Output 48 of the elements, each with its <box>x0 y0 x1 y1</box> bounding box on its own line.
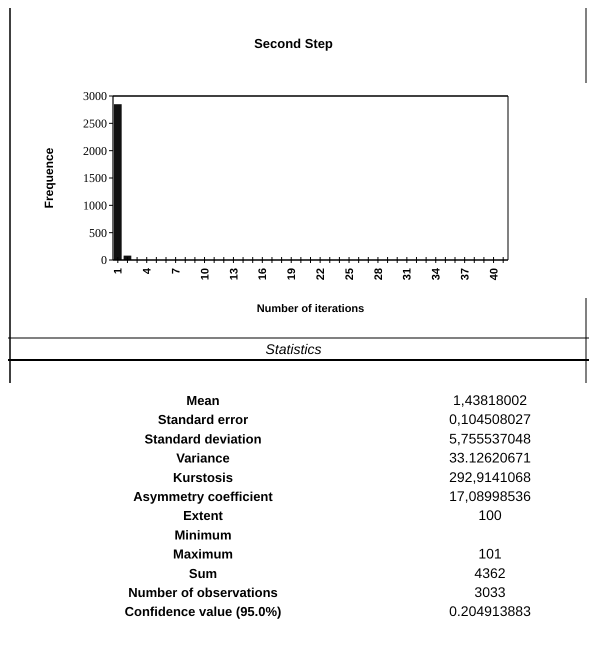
y-tick-label: 2000 <box>83 144 107 158</box>
text: Sum <box>188 566 218 581</box>
text: 0.204913883 <box>449 603 532 620</box>
text: 0,104508027 <box>449 411 532 428</box>
text: Standard deviation <box>144 431 262 446</box>
text: 292,9141068 <box>449 468 532 485</box>
x-tick-label: 16 <box>257 268 270 280</box>
y-tick-label: 1500 <box>83 171 107 186</box>
x-tick-label: 7 <box>170 268 182 274</box>
x-tick-label: 10 <box>199 268 212 280</box>
x-tick-label: 37 <box>459 268 472 280</box>
y-tick-label: 3000 <box>83 89 107 104</box>
text: 3033 <box>474 584 506 600</box>
text: 101 <box>478 546 502 562</box>
text: Statistics <box>265 341 322 357</box>
text: Number of observations <box>128 585 278 600</box>
text: 33.12620671 <box>449 450 532 466</box>
x-axis-title: Number of iterations <box>256 303 364 315</box>
text: 5,755537048 <box>449 430 532 446</box>
text: Asymmetry coefficient <box>133 489 274 504</box>
x-tick-label: 13 <box>228 268 240 280</box>
x-tick-label: 28 <box>372 268 385 280</box>
x-tick-label: 1 <box>112 268 125 274</box>
x-tick-label: 25 <box>344 268 356 280</box>
y-tick-label: 1000 <box>83 198 107 213</box>
text: Mean <box>186 393 220 408</box>
text: Minimum <box>174 527 232 542</box>
x-tick-label: 4 <box>142 267 154 274</box>
text: 17,08998536 <box>449 488 532 504</box>
y-tick-label: 2500 <box>83 116 107 131</box>
x-tick-label: 19 <box>286 268 298 280</box>
x-tick-label: 31 <box>402 268 414 280</box>
y-tick-label: 500 <box>89 226 107 240</box>
x-tick-label: 34 <box>430 267 443 280</box>
y-axis-title: Frequence <box>42 147 56 208</box>
text: Variance <box>176 450 230 466</box>
text: Maximum <box>173 546 233 562</box>
x-tick-label: 40 <box>488 268 500 280</box>
text: 100 <box>478 507 502 524</box>
chart-title: Second Step <box>254 36 333 51</box>
text: 4362 <box>474 564 506 581</box>
text: Kurstosis <box>173 470 233 485</box>
text: Extent <box>183 508 224 524</box>
text: Standard error <box>158 412 248 428</box>
y-tick-label: 0 <box>101 253 107 268</box>
text: 1,43818002 <box>453 392 528 408</box>
x-tick-label: 22 <box>314 268 327 280</box>
text: Confidence value (95.0%) <box>124 604 282 620</box>
